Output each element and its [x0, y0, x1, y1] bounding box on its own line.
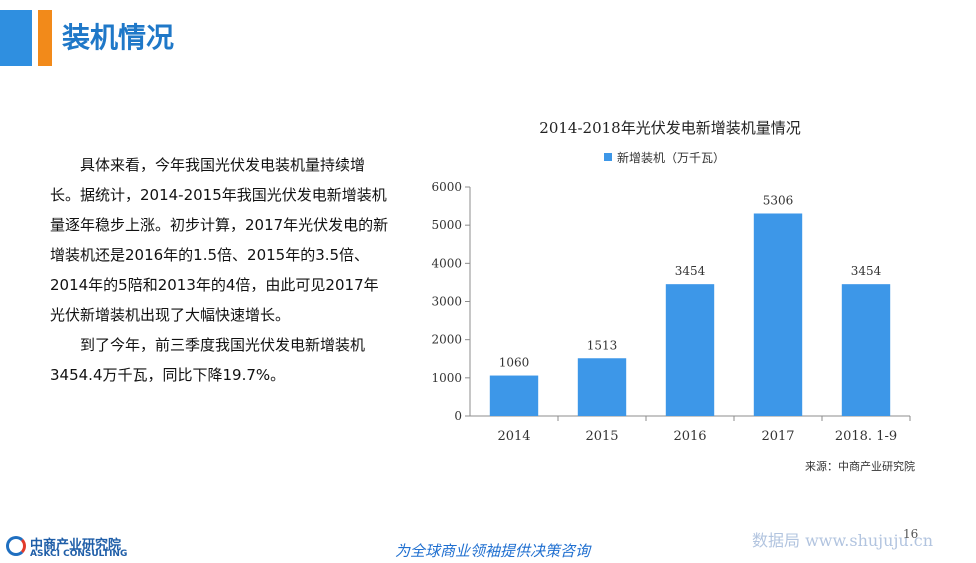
- legend-label: 新增装机（万千瓦）: [617, 150, 725, 165]
- body-paragraph-1: 具体来看，今年我国光伏发电装机量持续增长。据统计，2014-2015年我国光伏发…: [50, 156, 389, 324]
- page-number: 16: [903, 527, 919, 541]
- x-tick-label: 2017: [761, 429, 794, 444]
- chart-title: 2014-2018年光伏发电新增装机量情况: [539, 119, 800, 137]
- bar: [489, 375, 539, 416]
- watermark: 数据局 www.shujuju.cn: [752, 531, 934, 550]
- data-label: 1513: [587, 338, 618, 352]
- title-accent-blue-bar: [0, 10, 32, 66]
- logo-cn-text: 中商产业研究院: [30, 538, 122, 553]
- legend-swatch: [604, 153, 612, 161]
- title-accent-orange-bar: [38, 10, 52, 66]
- data-label: 1060: [499, 356, 530, 370]
- y-tick-label: 3000: [431, 295, 462, 309]
- logo-mark-icon: [6, 536, 26, 556]
- body-paragraph-2: 到了今年，前三季度我国光伏发电新增装机3454.4万千瓦，同比下降19.7%。: [50, 336, 366, 384]
- y-tick-label: 4000: [431, 256, 462, 270]
- data-label: 3454: [675, 264, 706, 278]
- y-tick-label: 0: [454, 409, 462, 423]
- logo-en-text: ASKCI CONSULTING: [30, 549, 128, 559]
- data-label: 3454: [851, 264, 882, 278]
- body-text: 具体来看，今年我国光伏发电装机量持续增长。据统计，2014-2015年我国光伏发…: [50, 150, 390, 390]
- y-tick-label: 5000: [431, 218, 462, 232]
- bar: [753, 213, 803, 416]
- x-tick-label: 2015: [585, 429, 618, 444]
- y-tick-label: 1000: [431, 371, 462, 385]
- source-note: 来源：中商产业研究院: [805, 460, 915, 473]
- bar: [665, 284, 715, 416]
- footer-slogan: 为全球商业领袖提供决策咨询: [395, 542, 591, 560]
- y-tick-label: 6000: [431, 180, 462, 194]
- page-title: 装机情况: [62, 21, 175, 54]
- company-logo: 中商产业研究院 ASKCI CONSULTING: [6, 532, 132, 562]
- data-label: 5306: [763, 193, 794, 207]
- bar: [577, 358, 627, 416]
- y-tick-label: 2000: [431, 333, 462, 347]
- x-tick-label: 2018. 1-9: [835, 429, 897, 444]
- bar: [841, 284, 891, 416]
- bar-chart: 2014-2018年光伏发电新增装机量情况 新增装机（万千瓦） 0 1000 200…: [431, 119, 911, 444]
- x-tick-label: 2014: [497, 429, 530, 444]
- x-tick-label: 2016: [673, 429, 706, 444]
